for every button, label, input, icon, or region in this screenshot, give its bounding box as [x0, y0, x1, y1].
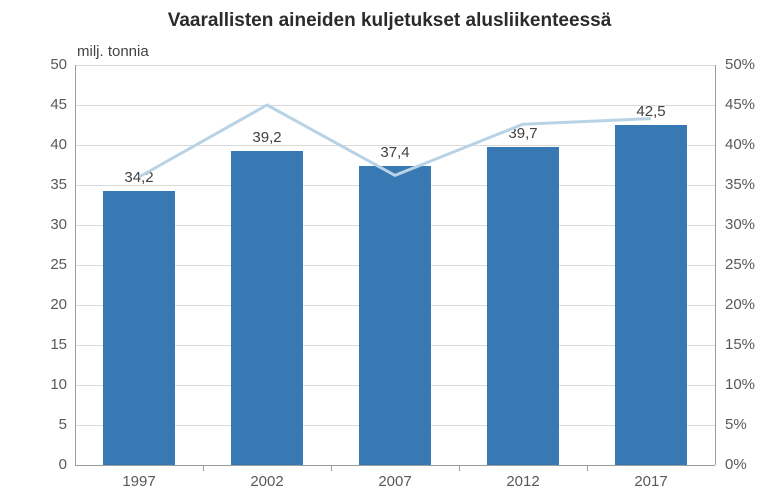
- y-right-tick: 20%: [725, 296, 755, 313]
- x-tick-mark: [459, 465, 460, 471]
- x-tick: 1997: [75, 473, 203, 490]
- y-left-tick: 0: [31, 456, 67, 473]
- x-tick-mark: [331, 465, 332, 471]
- y-right-tick: 35%: [725, 176, 755, 193]
- y-left-tick: 50: [31, 56, 67, 73]
- x-tick: 2007: [331, 473, 459, 490]
- x-axis: [75, 465, 715, 466]
- y-right-tick: 0%: [725, 456, 747, 473]
- y-right-tick: 45%: [725, 96, 755, 113]
- y-right-tick: 30%: [725, 216, 755, 233]
- y-left-tick: 15: [31, 336, 67, 353]
- y-left-tick: 5: [31, 416, 67, 433]
- y-right-tick: 40%: [725, 136, 755, 153]
- y-right-tick: 50%: [725, 56, 755, 73]
- plot-area: 00%55%1010%1515%2020%2525%3030%3535%4040…: [75, 65, 715, 465]
- y-left-tick: 35: [31, 176, 67, 193]
- overlay-line: [75, 65, 715, 465]
- chart-title: Vaarallisten aineiden kuljetukset alusli…: [0, 10, 779, 32]
- y-right-tick: 5%: [725, 416, 747, 433]
- x-tick: 2002: [203, 473, 331, 490]
- x-tick-mark: [203, 465, 204, 471]
- chart-container: Vaarallisten aineiden kuljetukset alusli…: [0, 0, 779, 500]
- y-left-tick: 10: [31, 376, 67, 393]
- y-left-tick: 20: [31, 296, 67, 313]
- y-left-tick: 30: [31, 216, 67, 233]
- y-right-tick: 15%: [725, 336, 755, 353]
- y-right-tick: 25%: [725, 256, 755, 273]
- y-left-tick: 45: [31, 96, 67, 113]
- y-left-tick: 40: [31, 136, 67, 153]
- y-right-tick: 10%: [725, 376, 755, 393]
- y-axis-right: [715, 65, 716, 465]
- y-left-tick: 25: [31, 256, 67, 273]
- x-tick-mark: [587, 465, 588, 471]
- x-tick: 2017: [587, 473, 715, 490]
- chart-subtitle: milj. tonnia: [77, 43, 149, 60]
- x-tick: 2012: [459, 473, 587, 490]
